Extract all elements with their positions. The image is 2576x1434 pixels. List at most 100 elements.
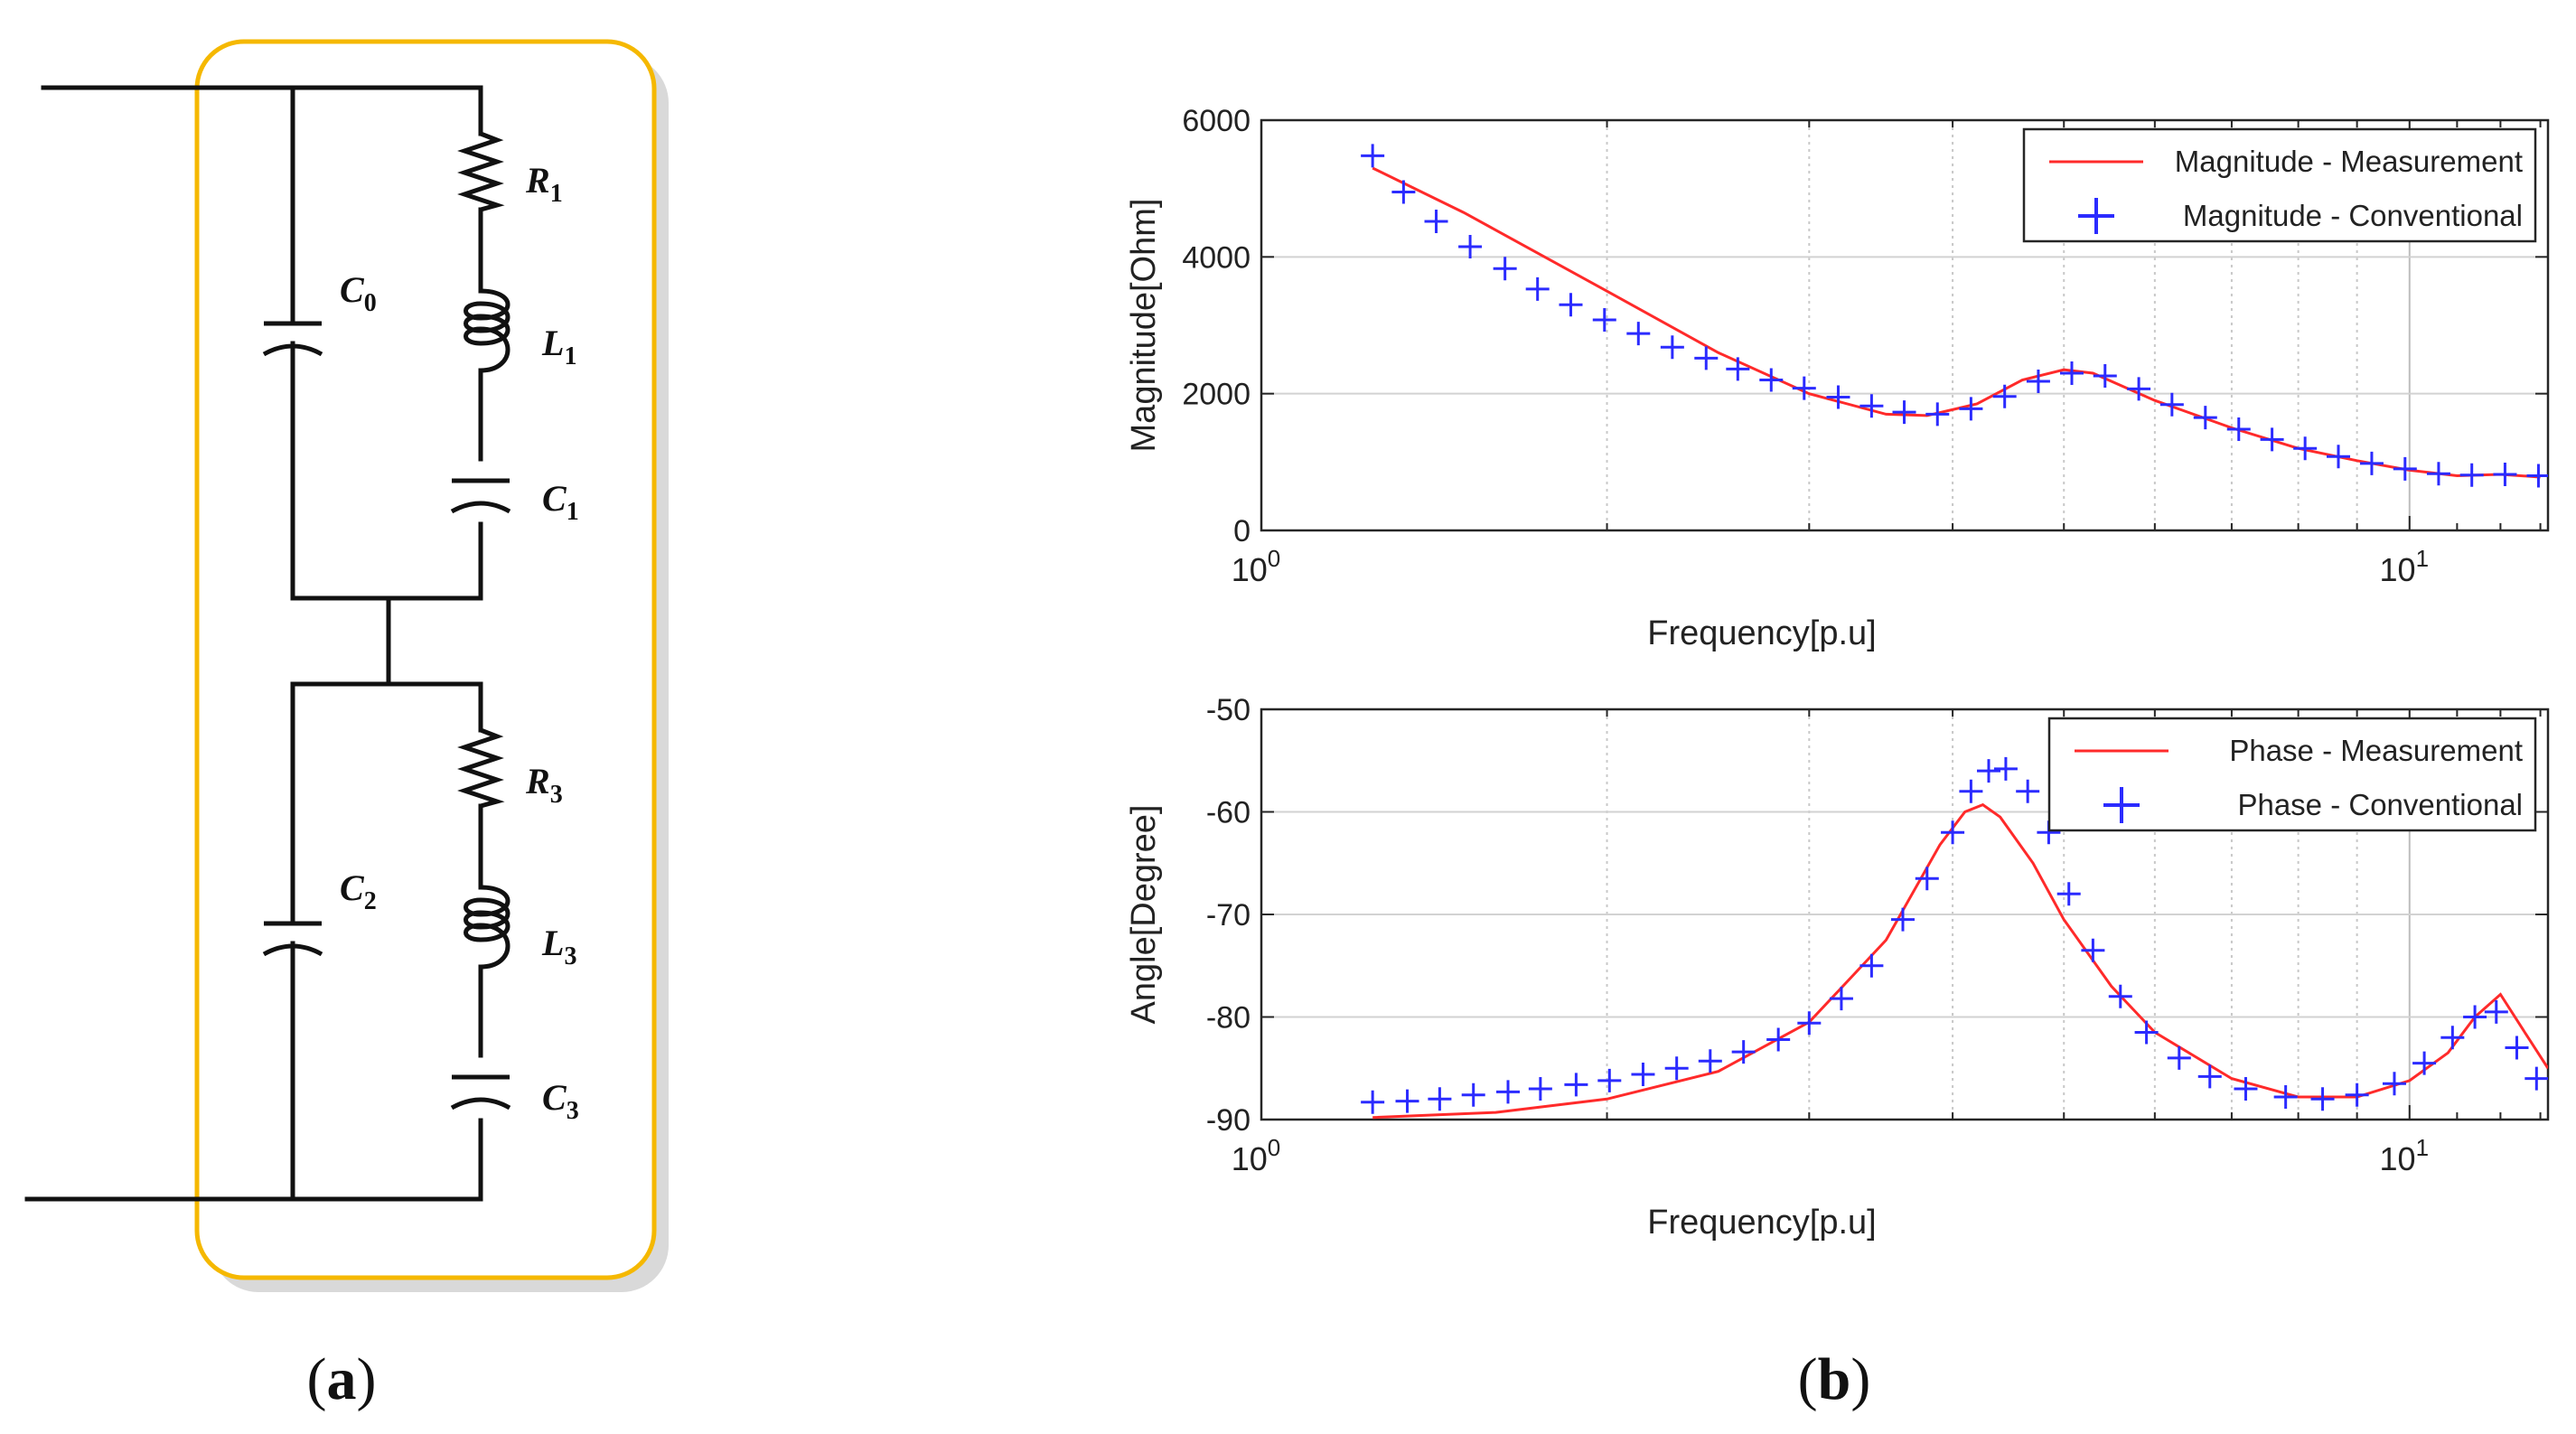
conventional-marker — [2440, 1026, 2465, 1050]
conventional-marker — [1424, 209, 1448, 233]
conventional-marker — [1977, 759, 2000, 783]
y-tick-label: 4000 — [1182, 240, 1251, 275]
conventional-marker — [2327, 445, 2351, 469]
conventional-marker — [1559, 293, 1583, 317]
y-tick-label: -70 — [1206, 898, 1251, 933]
conventional-marker — [1959, 397, 1983, 421]
conventional-marker — [1731, 1040, 1756, 1064]
series-plus — [1361, 144, 2548, 488]
y-tick-label: -60 — [1206, 796, 1251, 830]
label-c2: C2 — [340, 867, 377, 915]
conventional-marker — [1993, 756, 2018, 781]
series-plus — [1361, 756, 2548, 1114]
conventional-marker — [2226, 417, 2251, 442]
label-r1: R1 — [525, 160, 563, 208]
legend-plus-swatch — [2078, 198, 2114, 234]
resistor-r3 — [457, 727, 505, 809]
conventional-marker — [1992, 384, 2017, 408]
x-ticks — [1260, 709, 2542, 1120]
conventional-marker — [2016, 779, 2040, 803]
legend: Phase - Measurement Phase - Conventional — [2047, 717, 2537, 832]
conventional-marker — [1626, 322, 1651, 346]
conventional-marker — [2081, 938, 2105, 962]
capacitor-c3 — [450, 1074, 511, 1111]
conventional-marker — [1959, 779, 1983, 803]
x-axis-label: Frequency[p.u] — [1647, 1204, 1876, 1242]
conventional-marker — [1461, 1083, 1485, 1107]
y-axis-label: Magnitude[Ohm] — [1125, 199, 1163, 453]
y-tick-label: 6000 — [1182, 104, 1251, 138]
conventional-marker — [1915, 867, 1939, 891]
conventional-marker — [2526, 464, 2548, 488]
conventional-marker — [1528, 1076, 1552, 1101]
conventional-marker — [1493, 257, 1517, 281]
x-tick-base: 10 — [1232, 1140, 1268, 1177]
conventional-marker — [2459, 463, 2484, 487]
x-tick-label: 101 — [2380, 545, 2430, 588]
conventional-marker — [2260, 427, 2284, 452]
conventional-marker — [2293, 436, 2318, 461]
y-tick-label: -50 — [1206, 693, 1251, 727]
conventional-marker — [2093, 363, 2117, 388]
x-tick-base: 10 — [2380, 1140, 2416, 1177]
y-axis-label: Angle[Degree] — [1125, 805, 1163, 1025]
conventional-marker — [2056, 882, 2081, 906]
conventional-marker — [1525, 276, 1550, 301]
conventional-marker — [1859, 953, 1884, 978]
caption-a: (a) — [307, 1346, 377, 1412]
legend-box — [2047, 717, 2537, 832]
conventional-marker — [1925, 402, 1950, 426]
conventional-marker — [2060, 361, 2084, 385]
x-tick-label: 100 — [1232, 545, 1281, 588]
conventional-marker — [1428, 1087, 1452, 1111]
conventional-marker — [1726, 357, 1750, 381]
x-tick-exponent: 1 — [2416, 1134, 2429, 1161]
conventional-marker — [1496, 1080, 1521, 1104]
conventional-marker — [2159, 392, 2184, 417]
conventional-marker — [2412, 1051, 2437, 1075]
conventional-marker — [1660, 335, 1684, 360]
x-grid — [1606, 120, 2358, 530]
x-tick-exponent: 1 — [2416, 545, 2429, 572]
x-tick-exponent: 0 — [1268, 1134, 1280, 1161]
conventional-marker — [1361, 1090, 1385, 1114]
conventional-marker — [1890, 907, 1915, 932]
conventional-marker — [1592, 307, 1616, 332]
x-axis-label: Frequency[p.u] — [1647, 614, 1876, 652]
conventional-marker — [1564, 1073, 1588, 1097]
conventional-marker — [2273, 1085, 2298, 1110]
capacitor-c0 — [262, 321, 323, 357]
conventional-marker — [1631, 1063, 1655, 1087]
capacitor-c1 — [450, 478, 511, 514]
x-tick-base: 10 — [1232, 551, 1268, 588]
label-c1: C1 — [542, 478, 579, 526]
conventional-marker — [1797, 1011, 1822, 1036]
conventional-marker — [2426, 462, 2450, 486]
conventional-marker — [1698, 1049, 1722, 1073]
conventional-marker — [1395, 1089, 1419, 1113]
y-tick-label: 0 — [1233, 514, 1251, 548]
conventional-marker — [2393, 456, 2417, 481]
legend: Magnitude - Measurement Magnitude - Conve… — [2022, 127, 2537, 243]
conventional-marker — [2505, 1036, 2529, 1060]
label-c0: C0 — [340, 269, 377, 317]
conventional-marker — [2127, 377, 2151, 401]
inductor-l3 — [464, 885, 511, 970]
conventional-marker — [2524, 1066, 2548, 1091]
conventional-marker — [1694, 346, 1719, 370]
conventional-marker — [2310, 1087, 2335, 1111]
conventional-marker — [2359, 451, 2384, 475]
y-tick-label: -80 — [1206, 1001, 1251, 1036]
conventional-marker — [1361, 144, 1385, 168]
axes-frame — [1260, 118, 2550, 532]
y-tick-label: -90 — [1206, 1103, 1251, 1138]
conventional-marker — [2026, 370, 2050, 394]
conventional-marker — [2234, 1076, 2258, 1101]
caption-b: (b) — [1798, 1346, 1871, 1412]
conventional-marker — [2108, 984, 2132, 1008]
conventional-marker — [2197, 1064, 2222, 1089]
conventional-marker — [1892, 400, 1916, 425]
conventional-marker — [1829, 987, 1853, 1011]
circuit-wires — [24, 85, 483, 1202]
